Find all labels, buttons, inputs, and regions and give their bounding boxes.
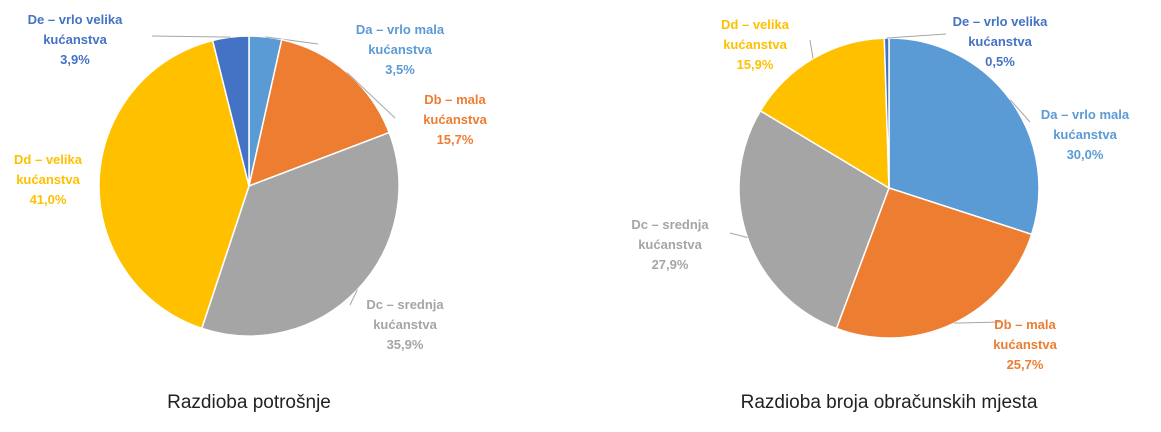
leader-line	[346, 72, 396, 119]
value: 41,0%	[29, 192, 67, 207]
value: 15,9%	[736, 57, 774, 72]
data-label: Da – vrlo mala kućanstva 3,5%	[340, 20, 460, 80]
category: De – vrlo velika kućanstva	[27, 12, 123, 47]
value: 15,7%	[436, 132, 474, 147]
value: 3,5%	[385, 62, 415, 77]
category: Db – mala kućanstva	[423, 92, 487, 127]
value: 3,9%	[60, 52, 90, 67]
category: Dc – srednja kućanstva	[366, 297, 444, 332]
data-label: Db – mala kućanstva 15,7%	[395, 90, 515, 150]
leader-line	[1009, 99, 1031, 123]
value: 0,5%	[985, 54, 1015, 69]
leader-line	[886, 33, 947, 39]
data-label: Dd – velika kućanstva 15,9%	[695, 15, 815, 75]
leader-line	[265, 36, 319, 45]
chart-title: Razdioba broja obračunskih mjesta	[740, 392, 1038, 413]
category: Dd – velika kućanstva	[721, 17, 789, 52]
value: 25,7%	[1006, 357, 1044, 372]
value: 30,0%	[1066, 147, 1104, 162]
category: Da – vrlo mala kućanstva	[355, 22, 445, 57]
category: Dc – srednja kućanstva	[631, 217, 709, 252]
data-label: De – vrlo velika kućanstva 3,9%	[15, 10, 135, 70]
category: Dd – velika kućanstva	[14, 152, 82, 187]
leader-line	[809, 39, 814, 59]
category: De – vrlo velika kućanstva	[952, 14, 1048, 49]
value: 27,9%	[651, 257, 689, 272]
chart-title: Razdioba potrošnje	[167, 392, 331, 413]
pie-slice	[200, 131, 400, 337]
leader-line	[729, 232, 748, 238]
leader-line	[954, 321, 1001, 324]
data-label: Db – mala kućanstva 25,7%	[965, 315, 1085, 375]
value: 35,9%	[386, 337, 424, 352]
category: Da – vrlo mala kućanstva	[1040, 107, 1130, 142]
leader-line	[349, 289, 358, 306]
data-label: De – vrlo velika kućanstva 0,5%	[940, 12, 1060, 72]
pie-slice	[738, 109, 890, 330]
data-label: Dc – srednja kućanstva 35,9%	[345, 295, 465, 355]
category: Db – mala kućanstva	[993, 317, 1057, 352]
data-label: Da – vrlo mala kućanstva 30,0%	[1025, 105, 1145, 165]
data-label: Dd – velika kućanstva 41,0%	[0, 150, 108, 210]
leader-line	[151, 35, 231, 38]
pie-slice	[759, 37, 890, 190]
data-label: Dc – srednja kućanstva 27,9%	[610, 215, 730, 275]
pie-slice	[98, 39, 250, 330]
